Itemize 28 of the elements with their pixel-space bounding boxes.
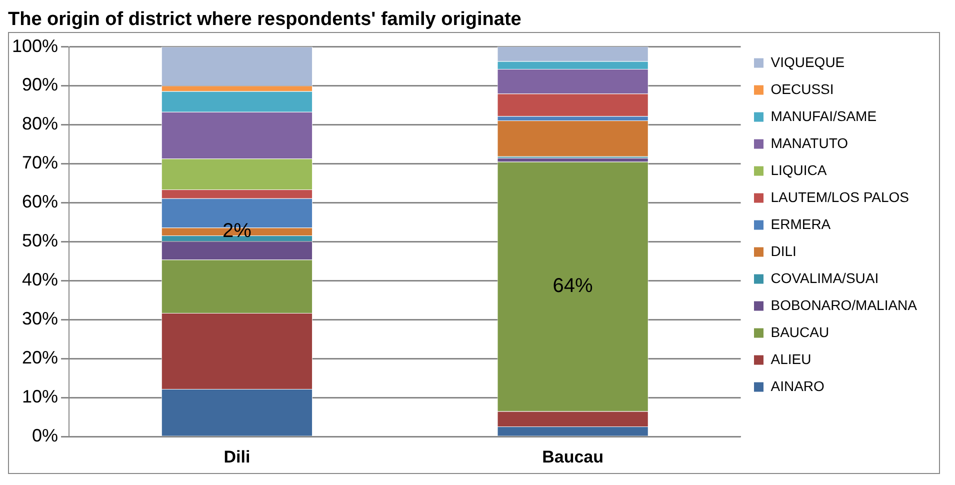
y-tick-label: 50% [22, 230, 58, 251]
legend-label: DILI [770, 242, 796, 259]
y-tick-label: 80% [22, 114, 58, 134]
y-tick-label: 90% [22, 74, 58, 95]
legend-label: ALIEU [770, 350, 812, 367]
y-tick-label: 20% [22, 348, 58, 368]
legend-label: AINARO [770, 378, 825, 394]
y-tick-label: 60% [22, 192, 58, 212]
legend-label: MANATUTO [770, 134, 848, 151]
x-tick-label: Dili [224, 447, 250, 466]
y-tick-label: 0% [32, 426, 58, 446]
legend-label: MANUFAI/SAME [770, 108, 877, 124]
legend-label: OECUSSI [770, 80, 834, 97]
y-tick-label: 10% [22, 386, 58, 407]
y-tick-label: 70% [22, 152, 58, 173]
y-tick-label: 30% [22, 308, 58, 329]
y-tick-label: 100% [12, 36, 58, 56]
legend-label: ERMERA [770, 216, 832, 232]
chart-title: The origin of district where respondents' family originate [8, 8, 522, 32]
y-tick-label: 40% [22, 270, 58, 290]
legend-label: LAUTEM/LOS PALOS [770, 188, 909, 205]
legend-label: LIQUICA [770, 162, 828, 178]
x-tick-label: Baucau [542, 447, 604, 466]
legend-label: VIQUEQUE [770, 54, 845, 70]
legend-label: COVALIMA/SUAI [770, 270, 879, 286]
legend-label: BAUCAU [770, 324, 830, 340]
data-label: 64% [552, 275, 594, 298]
legend-label: BOBONARO/MALIANA [770, 296, 918, 313]
